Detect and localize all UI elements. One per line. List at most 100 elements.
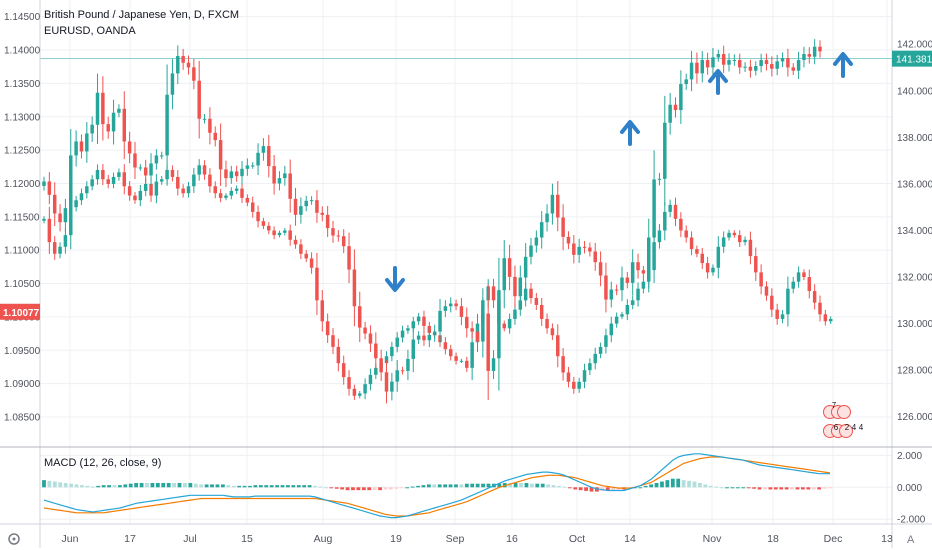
overlay-candle-body: [684, 230, 688, 238]
left-tick-label: 1.08500: [4, 412, 41, 423]
main-candle: [497, 257, 501, 391]
main-candle-body: [245, 165, 250, 169]
macd-hist-bar: [529, 483, 534, 488]
main-candle: [705, 52, 710, 75]
macd-hist-bar: [546, 484, 551, 488]
main-candle: [106, 116, 110, 139]
main-candle: [566, 231, 571, 250]
main-candle: [732, 54, 737, 66]
overlay-candle: [754, 247, 758, 281]
macd-legend[interactable]: MACD (12, 26, close, 9): [44, 457, 162, 469]
overlay-candle: [117, 168, 121, 181]
overlay-candle-body: [620, 314, 624, 317]
overlay-candle-body: [780, 314, 785, 319]
auto-scale-button[interactable]: A: [907, 534, 915, 546]
overlay-candle: [593, 347, 597, 370]
overlay-candle: [325, 313, 330, 344]
overlay-candle: [443, 337, 448, 355]
macd-tick-label: 2.000: [897, 451, 922, 462]
main-candle: [170, 58, 175, 110]
main-candle-body: [363, 327, 367, 334]
auto-scale-label[interactable]: A: [907, 534, 915, 546]
macd-hist-bar: [719, 487, 724, 489]
main-candle-body: [721, 54, 726, 65]
macd-hist-bar: [139, 482, 144, 488]
macd-hist-bar: [80, 485, 84, 488]
macd-hist-bar: [790, 487, 794, 490]
macd-hist-bar: [800, 487, 805, 490]
buy-arrow-dec[interactable]: [833, 52, 853, 78]
macd-hist-bar: [231, 485, 236, 488]
overlay-candle-body: [127, 186, 132, 196]
main-candle-body: [320, 212, 325, 215]
x-tick-label: Jun: [62, 533, 79, 545]
gear-icon-hub[interactable]: [12, 537, 16, 541]
macd-hist-bar: [670, 478, 675, 488]
main-candle: [47, 172, 52, 205]
main-candle-body: [133, 153, 137, 168]
main-candle: [181, 48, 185, 70]
overlay-candle-body: [443, 342, 448, 350]
main-candle-body: [90, 124, 94, 134]
macd-hist-bar: [681, 480, 686, 488]
main-candle: [176, 45, 180, 85]
macd-hist-bar: [107, 485, 111, 488]
main-candle-body: [224, 169, 228, 179]
macd-line: [43, 453, 830, 519]
macd-hist-bar: [763, 487, 767, 490]
main-candle: [625, 272, 630, 289]
macd-hist-bar: [166, 482, 171, 488]
sell-arrow[interactable]: [385, 266, 405, 292]
main-candle-body: [229, 171, 234, 179]
overlay-candle-body: [422, 316, 426, 326]
main-candle-body: [411, 339, 416, 359]
macd-hist-bar: [356, 487, 361, 491]
main-candle-body: [641, 270, 646, 274]
overlay-candle-body: [159, 179, 164, 182]
gear-icon-ring[interactable]: [8, 533, 20, 545]
overlay-candle-body: [52, 242, 57, 254]
main-candle-body: [85, 133, 89, 152]
buy-arrow-oct[interactable]: [620, 120, 640, 146]
main-candle: [288, 159, 292, 213]
main-candle: [69, 129, 73, 235]
macd-hist-bar: [573, 487, 578, 490]
overlay-candle-body: [192, 174, 196, 187]
overlay-candle-body: [272, 230, 276, 236]
overlay-candle-body: [561, 356, 565, 373]
macd-hist-bar: [562, 486, 567, 488]
overlay-candle-body: [267, 225, 271, 231]
overlay-candle: [582, 363, 587, 389]
main-candle: [748, 59, 753, 78]
main-candle: [534, 230, 539, 253]
event-badges[interactable]: 7 6 2 4 4: [823, 401, 864, 438]
main-candle-body: [513, 276, 517, 297]
event-badge-circle[interactable]: [837, 405, 851, 419]
event-badge-circle[interactable]: [839, 424, 853, 438]
gear-icon[interactable]: [8, 533, 20, 545]
main-candle: [250, 162, 255, 169]
overlay-candle: [304, 250, 308, 263]
overlay-candle: [272, 226, 276, 240]
overlay-candle: [277, 230, 282, 238]
macd-hist-bar: [323, 487, 328, 489]
overlay-candle-body: [90, 179, 94, 187]
macd-hist-bar: [725, 487, 729, 489]
main-candle-body: [465, 316, 469, 329]
macd-hist-bar: [540, 483, 545, 488]
main-candle-body: [673, 104, 678, 111]
overlay-candle-body: [47, 218, 52, 243]
main-candle: [443, 300, 448, 318]
main-candle-body: [267, 146, 271, 167]
macd-hist-bar: [210, 484, 214, 488]
overlay-candle-body: [556, 335, 560, 357]
main-candle-body: [416, 335, 421, 340]
main-candle-body: [336, 235, 341, 237]
overlay-candle: [406, 325, 410, 334]
overlay-candle-body: [358, 393, 362, 396]
buy-arrow-nov[interactable]: [708, 69, 728, 95]
macd-hist-bar: [334, 487, 339, 489]
chart-title[interactable]: British Pound / Japanese Yen, D, FXCM: [44, 9, 240, 21]
overlay-legend[interactable]: EURUSD, OANDA: [44, 25, 136, 37]
